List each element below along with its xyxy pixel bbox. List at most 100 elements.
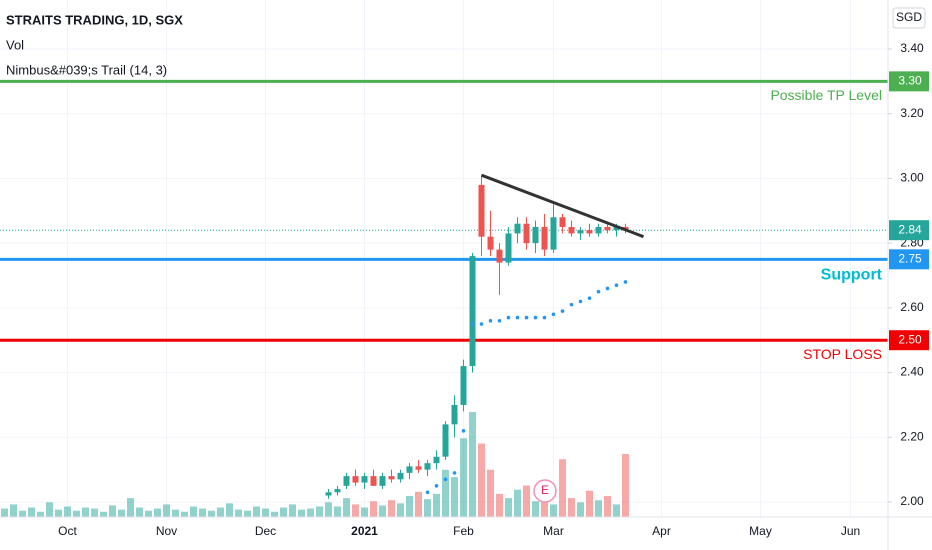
x-tick-label: Feb <box>453 524 474 538</box>
chart-title: STRAITS TRADING, 1D, SGX <box>6 12 183 27</box>
volume-bar <box>172 509 179 517</box>
volume-bar <box>604 496 611 517</box>
x-tick-label: 2021 <box>351 524 378 538</box>
candle-body <box>541 226 548 250</box>
candle-body <box>406 466 413 473</box>
level-tag-label: 2.50 <box>898 332 922 346</box>
volume-bar <box>154 508 161 517</box>
candle-body <box>379 476 386 486</box>
y-tick-label: 3.00 <box>900 171 924 185</box>
candle-body <box>415 466 422 470</box>
candle-body <box>325 492 332 496</box>
volume-bar <box>361 507 368 517</box>
trail-dot <box>542 315 547 320</box>
x-tick-label: Nov <box>156 524 177 538</box>
volume-bar <box>424 499 431 517</box>
candle-body <box>604 226 611 231</box>
trail-dot <box>497 319 502 323</box>
candle-body <box>388 476 395 480</box>
candle-body <box>487 236 494 250</box>
legend-trail: Nimbus&#039;s Trail (14, 3) <box>6 62 167 77</box>
trail-dot <box>515 315 520 320</box>
level-label: STOP LOSS <box>803 346 882 362</box>
level-label: Support <box>821 267 883 284</box>
legend-volume: Vol <box>6 37 24 52</box>
trail-dot <box>506 315 511 320</box>
volume-bar <box>523 485 530 517</box>
volume-bar <box>190 506 197 517</box>
volume-bar <box>379 505 386 517</box>
candle-body <box>586 230 593 234</box>
volume-bar <box>568 498 575 517</box>
candle-body <box>442 424 449 457</box>
currency-box[interactable] <box>892 7 926 29</box>
level-tag-label: 3.30 <box>898 74 922 88</box>
volume-bar <box>28 507 35 517</box>
volume-bar <box>595 500 602 517</box>
volume-bar <box>622 454 629 517</box>
volume-bar <box>208 510 215 517</box>
volume-bar <box>91 508 98 517</box>
volume-bar <box>478 443 485 517</box>
candle-body <box>613 226 620 231</box>
volume-bar <box>271 511 278 517</box>
last-price-tag <box>889 220 929 241</box>
volume-bar <box>586 490 593 517</box>
volume-bar <box>559 459 566 517</box>
last-price-label: 2.84 <box>898 222 922 236</box>
candle-body <box>595 226 602 234</box>
trail-dot <box>479 322 484 326</box>
volume-bar <box>307 508 314 517</box>
volume-bar <box>460 438 467 517</box>
candle-body <box>370 476 377 486</box>
candle-body <box>352 476 359 483</box>
trail-dot <box>578 299 583 304</box>
volume-bar <box>73 510 80 517</box>
volume-bar <box>181 511 188 517</box>
x-tick-label: May <box>749 524 772 538</box>
candle-body <box>361 476 368 483</box>
volume-bar <box>19 510 26 517</box>
trail-dot <box>461 429 466 433</box>
volume-bar <box>541 496 548 517</box>
level-tag <box>889 71 929 92</box>
candle-body <box>523 223 530 244</box>
y-tick-label: 3.20 <box>900 106 924 120</box>
x-tick-label: Apr <box>652 524 671 538</box>
candle-body <box>550 217 557 250</box>
candle-body <box>532 226 539 244</box>
candle-body <box>460 366 467 405</box>
candle-body <box>496 249 503 263</box>
volume-bar <box>325 502 332 517</box>
candle-body <box>343 476 350 486</box>
candle-body <box>397 472 404 480</box>
volume-bar <box>397 503 404 517</box>
trail-dot <box>452 471 457 475</box>
volume-bar <box>37 511 44 517</box>
volume-bar <box>244 510 251 517</box>
volume-bar <box>370 501 377 517</box>
volume-bar <box>496 493 503 517</box>
earnings-label: E <box>541 483 549 497</box>
volume-bar <box>235 509 242 517</box>
candle-body <box>478 184 485 237</box>
volume-bar <box>433 493 440 517</box>
x-tick-label: Jun <box>841 524 860 538</box>
volume-bar <box>109 505 116 517</box>
earnings-marker[interactable] <box>533 479 557 503</box>
trail-dot <box>605 286 610 291</box>
trail-dot <box>587 296 592 300</box>
volume-bar <box>289 504 296 517</box>
volume-bar <box>127 498 134 517</box>
level-label: Possible TP Level <box>770 87 882 103</box>
trail-dot <box>488 319 493 323</box>
candle-body <box>334 489 341 493</box>
y-tick-label: 2.00 <box>900 494 924 508</box>
trail-dot <box>560 309 565 313</box>
volume-bar <box>406 496 413 517</box>
candle-body <box>514 223 521 234</box>
candle-body <box>424 463 431 470</box>
x-tick-label: Dec <box>255 524 276 538</box>
candle-body <box>433 456 440 464</box>
trail-dot <box>434 484 439 488</box>
